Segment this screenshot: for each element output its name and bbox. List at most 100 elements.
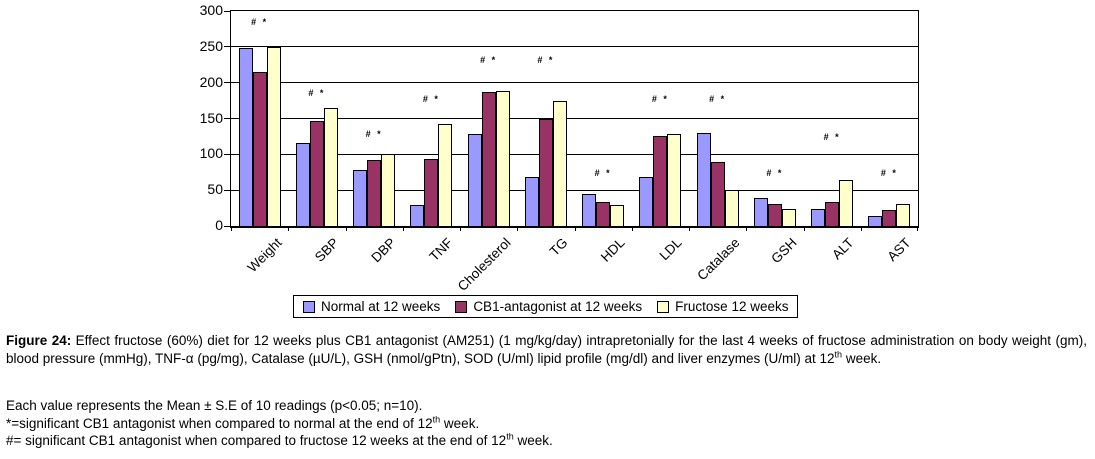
bar [438, 124, 453, 226]
legend-swatch [303, 300, 315, 313]
y-axis-label: 0 [215, 217, 223, 233]
bar [868, 215, 883, 226]
bar-group-ldl [632, 11, 689, 226]
x-axis-tick [746, 226, 748, 231]
significance-marker: # * [422, 93, 440, 104]
y-axis-tick [224, 46, 231, 48]
bar-groups [231, 11, 918, 226]
significance-marker: # * [594, 167, 612, 178]
note-asterisk: *=significant CB1 antagonist when compar… [6, 414, 480, 431]
x-axis-label: DBP [368, 235, 399, 266]
bar [495, 90, 510, 226]
y-axis-tick [224, 118, 231, 119]
bar-group-tnf [403, 11, 460, 226]
bar [767, 203, 782, 226]
significance-marker: # * [766, 167, 784, 178]
bar [896, 203, 911, 226]
bar [353, 170, 368, 226]
bar [696, 132, 711, 226]
x-axis-label: Weight [244, 235, 285, 276]
bar [309, 120, 324, 226]
bar-group-tg [517, 11, 574, 226]
bar [252, 71, 267, 226]
significance-marker: # * [480, 55, 498, 66]
bar [653, 136, 668, 226]
x-axis-label: Catalase [693, 235, 743, 284]
figure-notes: Each value represents the Mean ± S.E of … [6, 397, 1087, 450]
y-axis-label: 150 [199, 109, 223, 126]
legend-label: Normal at 12 weeks [321, 299, 441, 314]
x-axis-tick [460, 226, 461, 231]
gridline [231, 189, 918, 191]
x-axis-tick [345, 226, 347, 231]
bar [295, 142, 310, 226]
bar [538, 118, 553, 226]
gridline [231, 46, 918, 48]
x-axis-label: LDL [656, 235, 685, 264]
bar [825, 202, 840, 226]
significance-marker: # * [651, 93, 669, 104]
plot-area: 300 250 200 150 100 50 0 # * # * # * # * # * # * # * #… [200, 2, 919, 294]
y-axis-tick [224, 189, 231, 191]
bar [381, 154, 396, 226]
x-axis-tick [402, 226, 404, 231]
y-axis-tick [224, 10, 231, 12]
note-hash: #= significant CB1 antagonist when compa… [6, 431, 553, 448]
bar [882, 209, 897, 226]
bar-group-sbp [288, 11, 345, 226]
x-axis-tick [288, 226, 290, 231]
x-axis-tick [231, 226, 232, 231]
bar [811, 208, 826, 226]
significance-marker: # * [537, 55, 555, 66]
legend-swatch [657, 300, 670, 313]
significance-marker: # * [880, 167, 898, 178]
bar [667, 134, 682, 226]
x-axis-label: Cholesterol [454, 235, 514, 294]
caption-text: Effect fructose (60%) diet for 12 weeks … [6, 333, 1087, 366]
bar [367, 160, 382, 226]
y-axis-label: 50 [207, 181, 223, 198]
legend-item: CB1-antagonist at 12 weeks [455, 299, 642, 314]
bar [596, 201, 611, 226]
significance-marker: # * [823, 131, 841, 142]
bar-group-alt [804, 11, 861, 226]
x-axis-label: TG [546, 235, 571, 259]
x-axis-label: GSH [768, 235, 800, 267]
gridline [231, 82, 918, 84]
bar [424, 159, 439, 226]
figure-number: Figure 24: [6, 333, 72, 348]
y-axis-label: 100 [199, 145, 223, 162]
bar [639, 176, 654, 226]
x-axis-label: ALT [829, 235, 857, 263]
significance-marker: # * [308, 88, 326, 99]
bar [710, 161, 725, 226]
bar [266, 46, 281, 226]
bar-group-dbp [346, 11, 403, 226]
bar [839, 180, 854, 226]
x-axis-tick [860, 226, 862, 231]
bar [481, 91, 496, 226]
bar-group-gsh [746, 11, 803, 226]
note-mean-se: Each value represents the Mean ± S.E of … [6, 398, 423, 413]
y-axis-tick [224, 225, 231, 227]
x-axis-tick [517, 226, 519, 231]
bar [323, 107, 338, 226]
bar [610, 205, 625, 226]
bar-group-catalase [689, 11, 746, 226]
bar [552, 101, 567, 226]
bar [724, 190, 739, 226]
significance-marker: # * [709, 93, 727, 104]
bar [410, 204, 425, 226]
legend-swatch [455, 300, 468, 313]
x-axis-label: SBP [311, 235, 342, 265]
bar-group-cholesterol [460, 11, 517, 226]
x-axis-tick [689, 226, 690, 231]
bar-group-weight [231, 11, 288, 226]
y-axis-label: 200 [199, 73, 223, 90]
legend-label: CB1-antagonist at 12 weeks [473, 299, 643, 314]
gridline [231, 153, 918, 155]
bar [524, 177, 539, 226]
y-axis-tick [224, 82, 231, 84]
significance-marker: # * [251, 17, 269, 28]
